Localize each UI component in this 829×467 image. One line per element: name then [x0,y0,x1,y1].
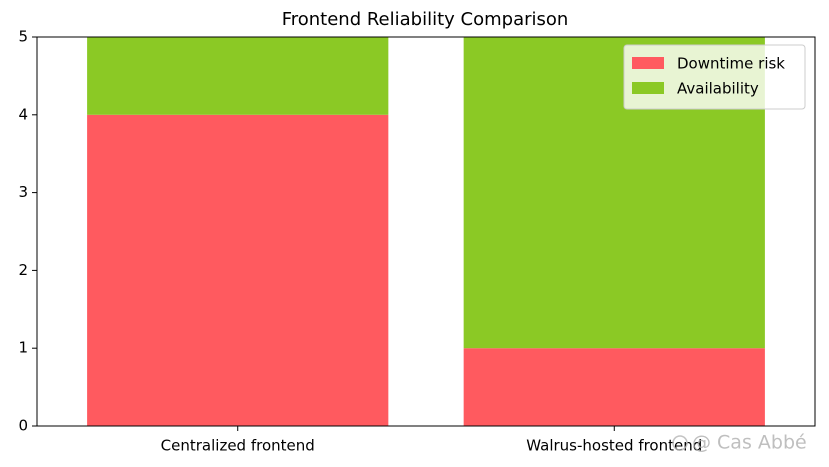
plot-frame [36,36,816,427]
x-tick-label: Centralized frontend [161,437,315,455]
y-tick-label: 4 [18,105,28,123]
x-tick-label: Walrus-hosted frontend [526,437,702,455]
legend-swatch [632,57,664,69]
watermark-icon [672,435,688,451]
y-tick-label: 5 [18,28,28,46]
legend-label: Downtime risk [677,55,785,73]
bar-segment [87,37,389,115]
watermark: @ Cas Abbé [692,432,807,454]
legend-swatch [632,82,664,94]
legend-box [623,44,806,110]
legend-label: Availability [677,80,759,98]
y-tick-label: 3 [18,183,28,201]
bar-segment [87,114,389,427]
y-tick-label: 1 [18,339,28,357]
y-tick-label: 0 [18,417,28,435]
chart-title: Frontend Reliability Comparison [282,9,569,30]
y-tick-label: 2 [18,261,28,279]
bar-segment [463,348,765,426]
